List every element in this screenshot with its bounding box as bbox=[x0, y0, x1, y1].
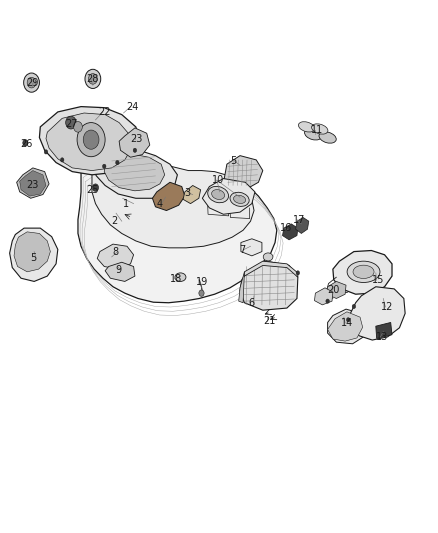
Polygon shape bbox=[78, 155, 277, 303]
Polygon shape bbox=[46, 113, 131, 171]
Text: 22: 22 bbox=[99, 107, 111, 117]
Polygon shape bbox=[104, 154, 165, 191]
Text: 2: 2 bbox=[111, 216, 117, 226]
Circle shape bbox=[296, 271, 300, 275]
Polygon shape bbox=[314, 288, 333, 305]
Ellipse shape bbox=[263, 253, 273, 261]
Text: 20: 20 bbox=[328, 286, 340, 295]
Ellipse shape bbox=[175, 273, 186, 281]
Text: 14: 14 bbox=[341, 318, 353, 328]
Circle shape bbox=[85, 69, 101, 88]
Polygon shape bbox=[283, 224, 298, 240]
Ellipse shape bbox=[304, 128, 322, 140]
Text: 11: 11 bbox=[311, 125, 323, 135]
Text: 26: 26 bbox=[21, 139, 33, 149]
Text: 19: 19 bbox=[196, 278, 208, 287]
Circle shape bbox=[27, 77, 36, 88]
Circle shape bbox=[77, 123, 105, 157]
Polygon shape bbox=[240, 261, 298, 310]
Text: 23: 23 bbox=[26, 180, 39, 190]
Circle shape bbox=[23, 140, 28, 146]
Circle shape bbox=[24, 73, 39, 92]
Polygon shape bbox=[244, 261, 298, 277]
Text: 13: 13 bbox=[376, 333, 388, 342]
Text: 18: 18 bbox=[170, 274, 182, 284]
Circle shape bbox=[352, 304, 356, 309]
Polygon shape bbox=[92, 155, 254, 248]
Circle shape bbox=[60, 158, 64, 162]
Text: 15: 15 bbox=[372, 276, 385, 285]
Circle shape bbox=[116, 160, 119, 165]
Circle shape bbox=[133, 148, 137, 152]
Circle shape bbox=[66, 116, 76, 129]
Ellipse shape bbox=[212, 190, 225, 199]
Circle shape bbox=[102, 164, 106, 168]
Text: 5: 5 bbox=[31, 253, 37, 263]
Polygon shape bbox=[10, 228, 58, 281]
Circle shape bbox=[83, 130, 99, 149]
Text: 6: 6 bbox=[249, 298, 255, 308]
Ellipse shape bbox=[298, 122, 315, 132]
Circle shape bbox=[74, 122, 82, 132]
Text: 10: 10 bbox=[212, 175, 225, 185]
Polygon shape bbox=[105, 262, 135, 281]
Polygon shape bbox=[350, 287, 405, 340]
Polygon shape bbox=[296, 217, 309, 233]
Ellipse shape bbox=[319, 132, 336, 143]
Ellipse shape bbox=[230, 192, 249, 206]
Text: 5: 5 bbox=[230, 156, 236, 166]
Polygon shape bbox=[326, 281, 346, 298]
Text: 7: 7 bbox=[239, 245, 245, 255]
Polygon shape bbox=[239, 272, 244, 303]
Polygon shape bbox=[152, 182, 185, 211]
Polygon shape bbox=[17, 168, 49, 198]
Polygon shape bbox=[202, 179, 255, 214]
Polygon shape bbox=[93, 149, 177, 198]
Text: 17: 17 bbox=[293, 215, 305, 224]
Polygon shape bbox=[328, 309, 367, 344]
Text: 27: 27 bbox=[65, 119, 78, 128]
Text: 1: 1 bbox=[123, 199, 129, 208]
Polygon shape bbox=[376, 322, 392, 338]
Ellipse shape bbox=[311, 124, 328, 134]
Circle shape bbox=[88, 74, 97, 84]
Text: 12: 12 bbox=[381, 302, 393, 312]
Circle shape bbox=[346, 318, 350, 322]
Text: 25: 25 bbox=[86, 185, 99, 195]
Text: 23: 23 bbox=[131, 134, 143, 143]
Polygon shape bbox=[241, 239, 262, 256]
Text: 3: 3 bbox=[184, 188, 190, 198]
Polygon shape bbox=[14, 232, 50, 272]
Text: 16: 16 bbox=[280, 223, 293, 233]
Polygon shape bbox=[183, 185, 201, 204]
Circle shape bbox=[44, 150, 48, 154]
Circle shape bbox=[326, 299, 329, 303]
Polygon shape bbox=[20, 171, 46, 196]
Polygon shape bbox=[333, 251, 392, 294]
Polygon shape bbox=[328, 312, 363, 341]
Text: 21: 21 bbox=[263, 317, 275, 326]
Polygon shape bbox=[224, 156, 263, 189]
Text: 29: 29 bbox=[26, 78, 39, 88]
Ellipse shape bbox=[347, 261, 380, 282]
Circle shape bbox=[92, 184, 99, 191]
Text: 9: 9 bbox=[115, 265, 121, 274]
Ellipse shape bbox=[353, 265, 374, 278]
Text: 4: 4 bbox=[157, 199, 163, 209]
Circle shape bbox=[199, 290, 204, 296]
Ellipse shape bbox=[233, 195, 246, 204]
Text: 8: 8 bbox=[113, 247, 119, 257]
Text: 28: 28 bbox=[87, 75, 99, 84]
Polygon shape bbox=[97, 244, 134, 269]
Text: 24: 24 bbox=[126, 102, 138, 111]
Polygon shape bbox=[39, 107, 141, 175]
Ellipse shape bbox=[208, 187, 229, 203]
Polygon shape bbox=[119, 128, 150, 157]
